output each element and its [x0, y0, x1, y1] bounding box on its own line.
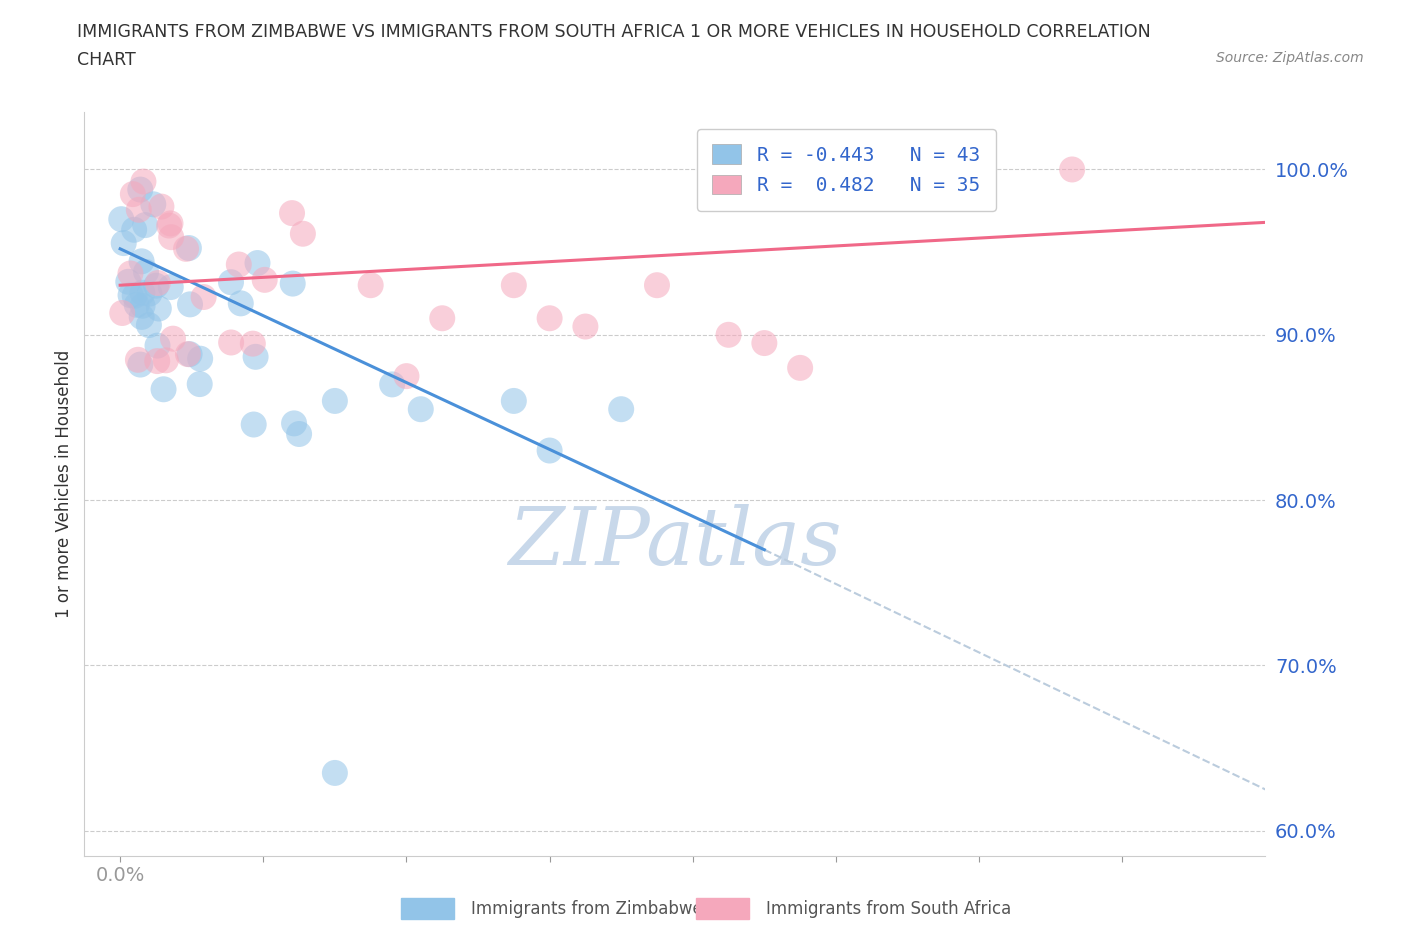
Point — [122, 187, 145, 202]
Point — [432, 311, 454, 325]
Point — [148, 301, 170, 316]
Point — [283, 416, 305, 431]
Point — [538, 311, 561, 325]
Point — [124, 288, 146, 303]
Point — [135, 264, 157, 279]
Point — [131, 254, 153, 269]
Text: IMMIGRANTS FROM ZIMBABWE VS IMMIGRANTS FROM SOUTH AFRICA 1 OR MORE VEHICLES IN H: IMMIGRANTS FROM ZIMBABWE VS IMMIGRANTS F… — [77, 23, 1152, 41]
Point — [128, 203, 150, 218]
Point — [645, 278, 668, 293]
Point — [159, 216, 181, 231]
Point — [120, 266, 142, 281]
Text: Immigrants from Zimbabwe: Immigrants from Zimbabwe — [471, 899, 703, 918]
Point — [162, 331, 184, 346]
Point — [754, 336, 776, 351]
Point — [323, 765, 346, 780]
Point — [179, 297, 201, 312]
Point — [281, 276, 304, 291]
Point — [159, 280, 181, 295]
Text: ZIPatlas: ZIPatlas — [508, 504, 842, 582]
Point — [409, 402, 432, 417]
Point — [129, 357, 152, 372]
Point — [253, 272, 276, 287]
Point — [502, 393, 524, 408]
Point — [146, 275, 169, 290]
Point — [179, 347, 201, 362]
Point — [152, 382, 174, 397]
Point — [193, 289, 215, 304]
Point — [131, 310, 153, 325]
Point — [281, 206, 304, 220]
Point — [245, 350, 267, 365]
Point — [127, 352, 149, 367]
Point — [131, 286, 153, 300]
Point — [142, 197, 165, 212]
Point — [219, 274, 242, 289]
Y-axis label: 1 or more Vehicles in Household: 1 or more Vehicles in Household — [55, 350, 73, 618]
Point — [291, 226, 314, 241]
Text: CHART: CHART — [77, 51, 136, 69]
Point — [242, 337, 264, 352]
Point — [145, 278, 167, 293]
Point — [381, 377, 404, 392]
Point — [129, 182, 152, 197]
Point — [574, 319, 596, 334]
Text: Immigrants from South Africa: Immigrants from South Africa — [766, 899, 1011, 918]
Point — [125, 298, 148, 312]
Point — [174, 242, 197, 257]
Point — [131, 299, 153, 313]
Text: Source: ZipAtlas.com: Source: ZipAtlas.com — [1216, 51, 1364, 65]
Point — [246, 256, 269, 271]
Point — [132, 174, 155, 189]
Point — [146, 353, 169, 368]
Point — [138, 286, 160, 301]
Point — [1062, 162, 1084, 177]
Point — [323, 393, 346, 408]
Point — [155, 352, 177, 367]
Point — [122, 222, 145, 237]
Point — [610, 402, 633, 417]
Point — [288, 427, 311, 442]
Point — [150, 199, 173, 214]
Point — [138, 318, 160, 333]
Point — [157, 219, 180, 233]
Point — [160, 230, 183, 245]
Point — [120, 287, 142, 302]
Point — [117, 274, 139, 289]
Point — [229, 296, 252, 311]
Point — [112, 235, 135, 250]
Point — [188, 377, 211, 392]
Point — [177, 241, 200, 256]
Point — [146, 339, 169, 353]
Point — [219, 335, 242, 350]
Point — [360, 278, 382, 293]
Legend: R = -0.443   N = 43, R =  0.482   N = 35: R = -0.443 N = 43, R = 0.482 N = 35 — [697, 128, 995, 211]
Point — [228, 257, 250, 272]
Point — [717, 327, 740, 342]
Point — [188, 352, 211, 366]
Point — [111, 306, 134, 321]
Point — [242, 417, 264, 432]
Point — [134, 218, 156, 232]
Point — [395, 368, 418, 383]
Point — [177, 347, 200, 362]
Point — [110, 212, 132, 227]
Point — [502, 278, 524, 293]
Point — [789, 361, 811, 376]
Point — [538, 443, 561, 458]
